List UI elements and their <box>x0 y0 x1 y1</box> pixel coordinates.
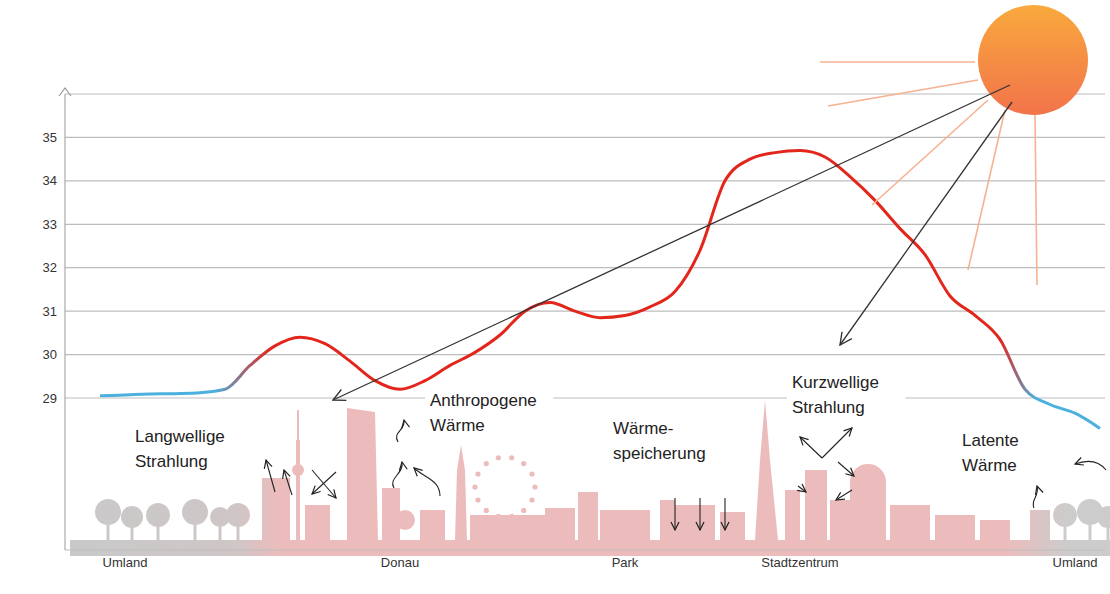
svg-text:Park: Park <box>612 555 639 570</box>
svg-text:Latente: Latente <box>962 431 1019 450</box>
svg-text:Umland: Umland <box>103 555 148 570</box>
svg-text:Strahlung: Strahlung <box>792 398 865 417</box>
svg-text:Wärme: Wärme <box>430 416 485 435</box>
svg-text:Umland: Umland <box>1053 555 1098 570</box>
svg-text:Donau: Donau <box>381 555 419 570</box>
svg-text:speicherung: speicherung <box>613 444 706 463</box>
svg-text:29: 29 <box>43 391 57 406</box>
svg-text:31: 31 <box>43 304 57 319</box>
svg-text:Langwellige: Langwellige <box>135 427 225 446</box>
svg-text:33: 33 <box>43 217 57 232</box>
svg-text:Wärme-: Wärme- <box>613 419 673 438</box>
svg-text:Strahlung: Strahlung <box>135 452 208 471</box>
svg-text:Anthropogene: Anthropogene <box>430 391 537 410</box>
svg-text:30: 30 <box>43 347 57 362</box>
svg-text:32: 32 <box>43 260 57 275</box>
svg-text:Kurzwellige: Kurzwellige <box>792 373 879 392</box>
svg-text:Wärme: Wärme <box>962 456 1017 475</box>
svg-text:34: 34 <box>43 173 57 188</box>
svg-text:Stadtzentrum: Stadtzentrum <box>761 555 838 570</box>
svg-text:35: 35 <box>43 130 57 145</box>
